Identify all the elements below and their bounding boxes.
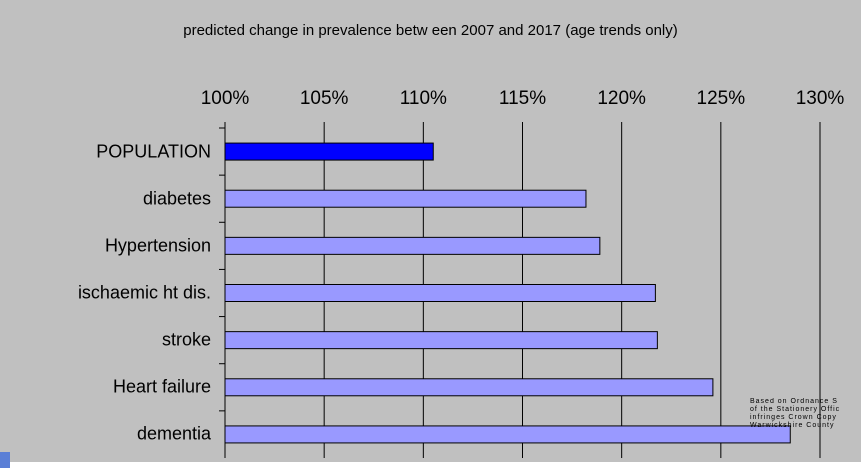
- x-tick-label: 110%: [399, 88, 447, 109]
- category-label: Heart failure: [112, 376, 211, 397]
- attribution-text: Based on Ordnance S of the Stationery Of…: [750, 398, 841, 429]
- bar-ischaemic-ht-dis: [224, 284, 656, 302]
- category-label: Hypertension: [104, 235, 211, 256]
- bar-stroke: [224, 331, 658, 350]
- bottom-margin: [0, 462, 861, 468]
- x-tick-label: 105%: [299, 88, 349, 109]
- x-tick-label: 120%: [597, 88, 646, 109]
- bar-diabetes: [224, 189, 587, 208]
- bar-dementia: [224, 425, 791, 444]
- category-label: ischaemic ht dis.: [77, 282, 211, 303]
- corner-marker: [0, 452, 10, 468]
- category-label: dementia: [136, 423, 211, 444]
- x-tick-label: 115%: [498, 88, 547, 109]
- category-label: diabetes: [142, 188, 211, 209]
- category-label: POPULATION: [96, 141, 211, 162]
- chart-title: predicted change in prevalence betw een …: [183, 22, 678, 39]
- x-tick-label: 100%: [200, 88, 250, 109]
- x-tick-label: 130%: [795, 88, 845, 109]
- bar-heart-failure: [224, 378, 714, 397]
- bar-population: [224, 142, 434, 161]
- category-label: stroke: [161, 329, 211, 350]
- x-tick-label: 125%: [696, 88, 746, 109]
- bar-hypertension: [224, 236, 601, 255]
